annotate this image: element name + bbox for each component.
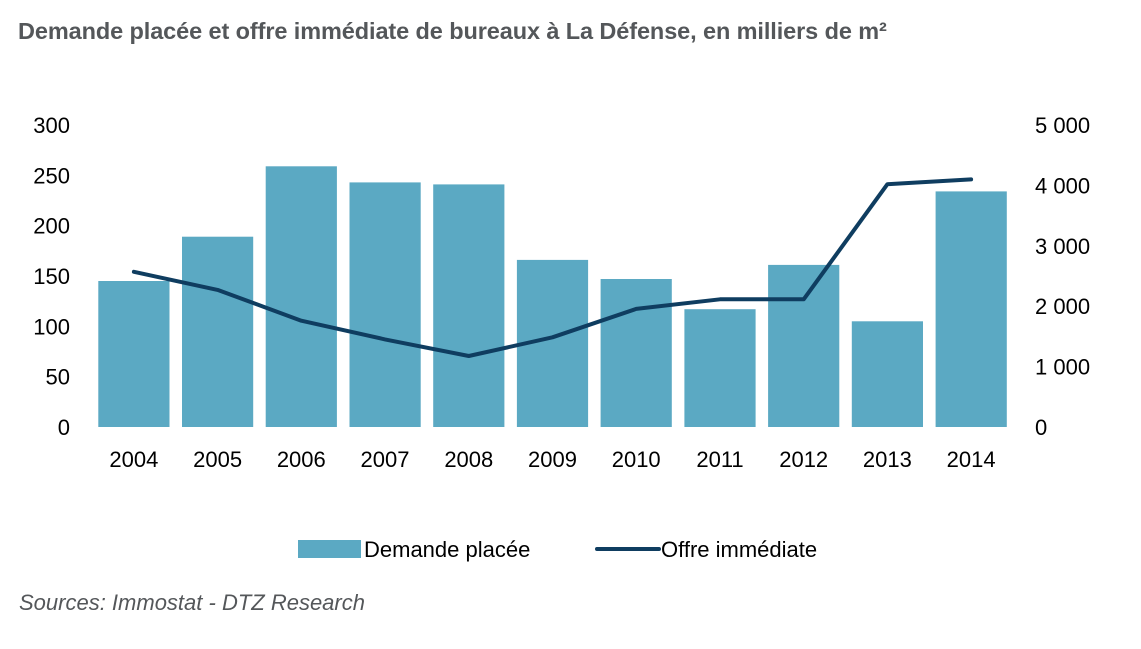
- bar-2014: [935, 191, 1007, 427]
- y2-tick-label: 1 000: [1035, 355, 1090, 380]
- x-tick-label: 2006: [277, 447, 326, 472]
- bars-group: [98, 166, 1007, 428]
- x-tick-label: 2010: [612, 447, 661, 472]
- y2-tick-label: 2 000: [1035, 294, 1090, 319]
- y-tick-label: 100: [33, 314, 70, 339]
- left-axis-ticks: 0 50 100 150 200 250 300: [33, 113, 70, 440]
- chart-title: Demande placée et offre immédiate de bur…: [18, 18, 887, 44]
- y2-tick-label: 3 000: [1035, 234, 1090, 259]
- x-tick-label: 2009: [528, 447, 577, 472]
- x-tick-label: 2004: [109, 447, 158, 472]
- bar-2004: [98, 281, 170, 427]
- y-tick-label: 250: [33, 163, 70, 188]
- legend-label-demande: Demande placée: [364, 537, 530, 562]
- y-tick-label: 50: [46, 365, 70, 390]
- bar-2005: [182, 236, 254, 427]
- x-tick-label: 2011: [696, 447, 743, 472]
- bar-2013: [851, 321, 923, 427]
- line-group: [131, 177, 974, 358]
- bar-2008: [433, 184, 505, 427]
- x-tick-label: 2007: [361, 447, 410, 472]
- x-tick-label: 2014: [947, 447, 996, 472]
- y2-tick-label: 4 000: [1035, 173, 1090, 198]
- source-note: Sources: Immostat - DTZ Research: [19, 590, 365, 615]
- y-tick-label: 300: [33, 113, 70, 138]
- bar-2006: [265, 166, 337, 428]
- bar-2012: [768, 264, 840, 427]
- y-tick-label: 0: [58, 415, 70, 440]
- y-tick-label: 200: [33, 214, 70, 239]
- legend-label-offre: Offre immédiate: [661, 537, 817, 562]
- x-tick-label: 2012: [779, 447, 828, 472]
- y2-tick-label: 5 000: [1035, 113, 1090, 138]
- y-tick-label: 150: [33, 264, 70, 289]
- x-tick-label: 2013: [863, 447, 912, 472]
- legend-swatch-demande: [298, 540, 361, 558]
- legend: Demande placée Offre immédiate: [298, 537, 817, 562]
- bar-2007: [349, 182, 421, 427]
- bar-2011: [684, 309, 756, 427]
- bar-2010: [600, 279, 672, 427]
- x-tick-label: 2008: [444, 447, 493, 472]
- x-axis-ticks: 2004 2005 2006 2007 2008 2009 2010 2011 2012 2013…: [109, 447, 995, 472]
- y2-tick-label: 0: [1035, 415, 1047, 440]
- right-axis-ticks: 0 1 000 2 000 3 000 4 000 5 000: [1035, 113, 1090, 440]
- x-tick-label: 2005: [193, 447, 242, 472]
